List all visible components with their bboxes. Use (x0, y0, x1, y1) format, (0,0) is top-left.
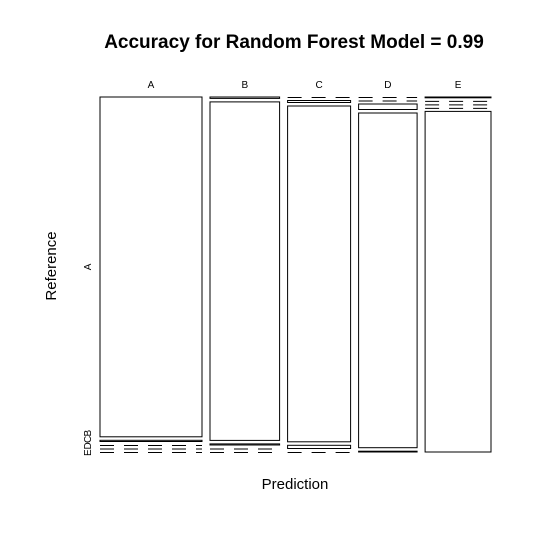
cell-pred-E-ref-E (424, 110, 492, 453)
cell-pred-D-ref-E (358, 450, 418, 453)
cell-pred-A-ref-B (99, 439, 203, 442)
cell-pred-A-ref-A (99, 96, 203, 438)
mosaic-cells (99, 96, 492, 453)
cell-pred-D-ref-C (358, 103, 418, 110)
x-axis-label: Prediction (262, 476, 329, 493)
chart-title: Accuracy for Random Forest Model = 0.99 (104, 32, 484, 53)
cell-pred-B-ref-C (209, 443, 281, 446)
y-tick-label-E: E (83, 449, 94, 456)
cell-pred-D-ref-D (358, 112, 418, 449)
y-axis-label: Reference (43, 231, 60, 300)
cell-pred-B-ref-A (209, 96, 281, 99)
y-tick-label-C: C (83, 436, 94, 443)
cell-pred-E-ref-A (424, 96, 492, 99)
x-tick-label-D: D (384, 80, 391, 91)
x-tick-label-A: A (148, 80, 155, 91)
x-tick-label-B: B (241, 80, 248, 91)
x-tick-label-C: C (315, 80, 322, 91)
cell-pred-C-ref-C (287, 105, 352, 443)
x-tick-label-E: E (455, 80, 462, 91)
y-tick-label-B: B (83, 430, 94, 437)
y-tick-label-A: A (83, 263, 94, 270)
cell-pred-C-ref-D (287, 444, 352, 449)
cell-pred-B-ref-B (209, 101, 281, 441)
cell-pred-C-ref-B (287, 100, 352, 103)
y-tick-label-D: D (83, 442, 94, 449)
